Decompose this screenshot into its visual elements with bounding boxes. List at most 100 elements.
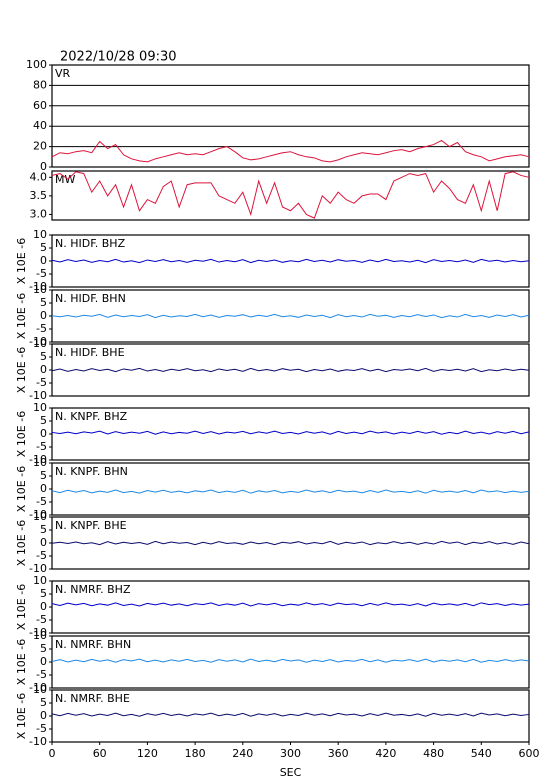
x-tick-label: 360 <box>328 747 349 760</box>
panel-frame <box>51 64 530 168</box>
x-tick-label: 240 <box>232 747 253 760</box>
y-tick-label: 10 <box>33 283 47 296</box>
x-tick-label: 480 <box>423 747 444 760</box>
panel-label: N. KNPF. BHZ <box>55 410 128 423</box>
y-tick-label: 80 <box>33 78 47 91</box>
y-tick-label: -5 <box>36 722 47 735</box>
y-axis-label: X 10E -6 <box>15 238 28 284</box>
panel-label: N. NMRF. BHZ <box>55 583 131 596</box>
y-tick-label: 3.0 <box>30 207 48 220</box>
panel-frame <box>51 170 530 221</box>
x-tick-label: 300 <box>280 747 301 760</box>
y-tick-label: 0 <box>40 482 47 495</box>
y-tick-label: 0 <box>40 363 47 376</box>
y-tick-label: 0 <box>40 160 47 173</box>
y-tick-label: 0 <box>40 254 47 267</box>
y-tick-label: 0 <box>40 600 47 613</box>
y-tick-label: 0 <box>40 309 47 322</box>
y-tick-label: -5 <box>36 376 47 389</box>
x-tick-label: 420 <box>375 747 396 760</box>
y-axis-label: X 10E -6 <box>15 347 28 393</box>
y-tick-label: 0 <box>40 427 47 440</box>
trace <box>51 712 530 717</box>
y-tick-label: -10 <box>29 562 47 575</box>
y-tick-label: 3.5 <box>30 189 48 202</box>
y-tick-label: -10 <box>29 389 47 402</box>
y-tick-label: 5 <box>40 350 47 363</box>
panel-label: VR <box>55 67 71 80</box>
y-tick-label: -5 <box>36 549 47 562</box>
y-tick-label: 10 <box>33 401 47 414</box>
y-tick-label: -10 <box>29 335 47 348</box>
panel-label: N. HIDF. BHE <box>55 346 125 359</box>
y-tick-label: 100 <box>26 58 47 71</box>
x-tick-label: 600 <box>519 747 540 760</box>
panel-frame <box>51 635 530 689</box>
y-tick-label: 40 <box>33 119 47 132</box>
y-tick-label: 5 <box>40 296 47 309</box>
y-tick-label: 20 <box>33 140 47 153</box>
panel-label: N. NMRF. BHN <box>55 638 131 651</box>
y-axis-label: X 10E -6 <box>15 520 28 566</box>
trace <box>51 658 530 663</box>
y-tick-label: 0 <box>40 655 47 668</box>
panel-label: N. HIDF. BHN <box>55 292 126 305</box>
panel-frame <box>51 580 530 634</box>
y-tick-label: 5 <box>40 523 47 536</box>
x-tick-label: 120 <box>137 747 158 760</box>
y-tick-label: 10 <box>33 683 47 696</box>
y-tick-label: -10 <box>29 735 47 748</box>
trace <box>51 139 530 163</box>
x-tick-label: 180 <box>185 747 206 760</box>
y-tick-label: -10 <box>29 626 47 639</box>
panel-label: N. HIDF. BHZ <box>55 237 126 250</box>
y-tick-label: -5 <box>36 668 47 681</box>
y-tick-label: 10 <box>33 337 47 350</box>
y-tick-label: 60 <box>33 99 47 112</box>
y-tick-label: 0 <box>40 709 47 722</box>
y-axis-label: X 10E -6 <box>15 466 28 512</box>
x-tick-label: 60 <box>93 747 107 760</box>
y-tick-label: -5 <box>36 267 47 280</box>
y-tick-label: 4.0 <box>30 170 48 183</box>
y-tick-label: 5 <box>40 469 47 482</box>
y-tick-label: -5 <box>36 440 47 453</box>
x-axis-label: SEC <box>280 766 302 779</box>
y-tick-label: 10 <box>33 456 47 469</box>
y-axis-label: X 10E -6 <box>15 584 28 630</box>
x-tick-label: 540 <box>471 747 492 760</box>
trace <box>51 540 530 546</box>
y-tick-label: -10 <box>29 280 47 293</box>
trace <box>51 602 530 607</box>
y-tick-label: -5 <box>36 322 47 335</box>
trace <box>51 313 530 319</box>
y-axis-label: X 10E -6 <box>15 639 28 685</box>
y-tick-label: -10 <box>29 681 47 694</box>
trace <box>51 367 530 373</box>
y-tick-label: -5 <box>36 613 47 626</box>
y-tick-label: 5 <box>40 414 47 427</box>
y-axis-label: X 10E -6 <box>15 293 28 339</box>
y-tick-label: -10 <box>29 508 47 521</box>
panel-frame <box>51 407 530 461</box>
y-tick-label: 10 <box>33 228 47 241</box>
panel-label: N. KNPF. BHN <box>55 465 128 478</box>
trace <box>51 258 530 264</box>
y-tick-label: -5 <box>36 495 47 508</box>
trace <box>51 430 530 435</box>
panel-label: N. KNPF. BHE <box>55 519 127 532</box>
trace <box>51 489 530 494</box>
y-axis-label: X 10E -6 <box>15 411 28 457</box>
x-tick-label: 0 <box>49 747 56 760</box>
y-tick-label: 5 <box>40 642 47 655</box>
panel-label: N. NMRF. BHE <box>55 692 130 705</box>
y-axis-label: X 10E -6 <box>15 693 28 739</box>
trace <box>51 171 530 219</box>
chart-title: 2022/10/28 09:30 <box>60 50 177 65</box>
y-tick-label: 0 <box>40 536 47 549</box>
y-tick-label: -10 <box>29 453 47 466</box>
y-tick-label: 10 <box>33 629 47 642</box>
panel-frame <box>51 462 530 516</box>
y-tick-label: 10 <box>33 574 47 587</box>
